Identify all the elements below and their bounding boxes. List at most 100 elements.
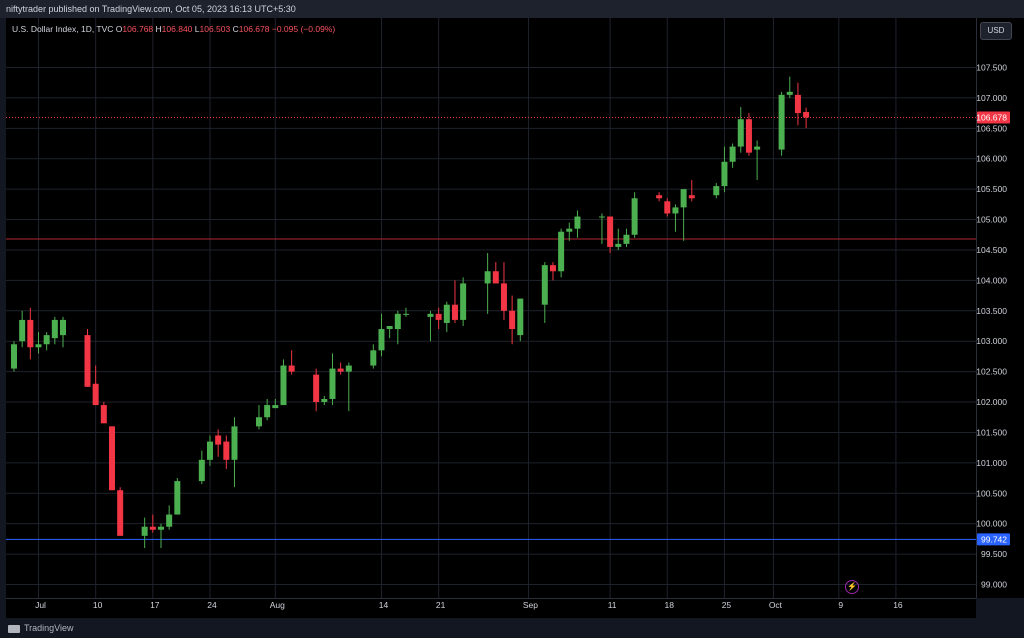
tradingview-mark-icon [8,624,20,633]
legend-c-label: C [232,24,239,34]
x-tick-label: 9 [838,600,843,610]
candle-body [754,146,761,150]
y-tick-label: 107.500 [976,62,1007,72]
candle-body [35,344,42,348]
candle-body [157,526,164,530]
candle-body [215,435,222,445]
candle-body [484,271,491,284]
candle-body [43,335,50,345]
y-tick-label: 104.000 [976,275,1007,285]
candles-layer [11,76,810,549]
candle-body [656,195,663,199]
last-price-tag-bg [977,111,1010,124]
candle-body [737,119,744,147]
candle-body [680,189,687,208]
candle-body [264,405,271,418]
y-tick-label: 103.500 [976,306,1007,316]
candle-body [166,514,173,527]
publisher-bar: niftytrader published on TradingView.com… [0,0,1024,18]
candle-body [623,234,630,244]
candle-body [427,313,434,317]
lightning-icon[interactable]: ⚡ [845,580,859,594]
candle-body [794,94,801,114]
candle-body [223,441,230,460]
footer [0,618,1024,638]
x-tick-label: 11 [608,600,617,610]
legend-open: 106.768 [122,24,154,34]
left-edge [0,18,6,618]
candle-body [566,228,573,232]
candle-body [59,319,66,336]
candle-body [174,481,181,515]
x-tick-label: 24 [207,600,217,610]
y-tick-label: 101.500 [976,427,1007,437]
x-tick-label: Sep [523,600,538,610]
candle-body [394,313,401,330]
candle-body [778,94,785,150]
publisher-text: niftytrader published on TradingView.com… [6,4,296,14]
level-tag-bg [977,533,1010,546]
candle-body [27,319,34,348]
currency-button[interactable]: USD [980,22,1012,40]
candle-body [198,459,205,482]
candle-body [451,304,458,320]
x-tick-label: 14 [379,600,389,610]
candle-body [288,365,295,372]
y-tick-label: 99.000 [981,580,1007,590]
chart-pane[interactable] [6,18,976,598]
legend-change: −0.095 (−0.09%) [271,24,336,34]
x-tick-label: Oct [769,600,783,610]
x-tick-label: 16 [893,600,903,610]
x-tick-label: 21 [436,600,446,610]
y-tick-label: 107.000 [976,93,1007,103]
x-tick-label: 17 [150,600,160,610]
candle-body [19,319,26,342]
candle-body [672,207,679,214]
candle-body [84,335,91,387]
y-tick-label: 105.000 [976,215,1007,225]
candle-body [443,304,450,323]
candle-body [541,265,548,305]
x-axis-labels: Jul 10 17 24 Aug 14 21 Sep 11 18 25 Oct 9 16 [35,600,903,610]
legend-o-label: O [115,24,123,34]
candle-body [231,426,238,460]
candle-body [329,368,336,399]
candle-body [558,231,565,272]
candle-body [460,283,467,320]
legend-l-label: L [194,24,200,34]
candle-body [574,216,581,229]
time-axis[interactable] [6,598,976,618]
candle-body [492,271,499,284]
candle-body [141,526,148,536]
candle-body [345,365,352,372]
x-tick-label: Aug [270,600,285,610]
candle-body [517,298,524,336]
candle-body [370,350,377,366]
candle-body [509,310,516,330]
tradingview-logo[interactable]: TradingView [8,621,74,635]
candle-body [51,319,58,339]
legend-low: 106.503 [199,24,231,34]
y-tick-label: 105.500 [976,184,1007,194]
candle-body [337,368,344,372]
candle-body [313,374,320,403]
candle-body [500,283,507,311]
x-tick-label: 10 [93,600,103,610]
candle-body [11,344,18,369]
candle-body [786,91,793,95]
y-tick-label: 100.500 [976,488,1007,498]
candle-body [607,216,614,247]
candle-body [108,426,115,491]
y-tick-label: 103.000 [976,336,1007,346]
legend-high: 106.840 [161,24,193,34]
candle-body [149,526,156,530]
y-tick-label: 100.000 [976,519,1007,529]
grid-layer [6,18,976,598]
y-tick-label: 104.500 [976,245,1007,255]
horizontal-lines-layer [6,116,976,540]
level-tag-label: 99.742 [981,534,1007,544]
candle-body [803,112,810,118]
candle-body [100,405,107,424]
candle-body [721,161,728,187]
